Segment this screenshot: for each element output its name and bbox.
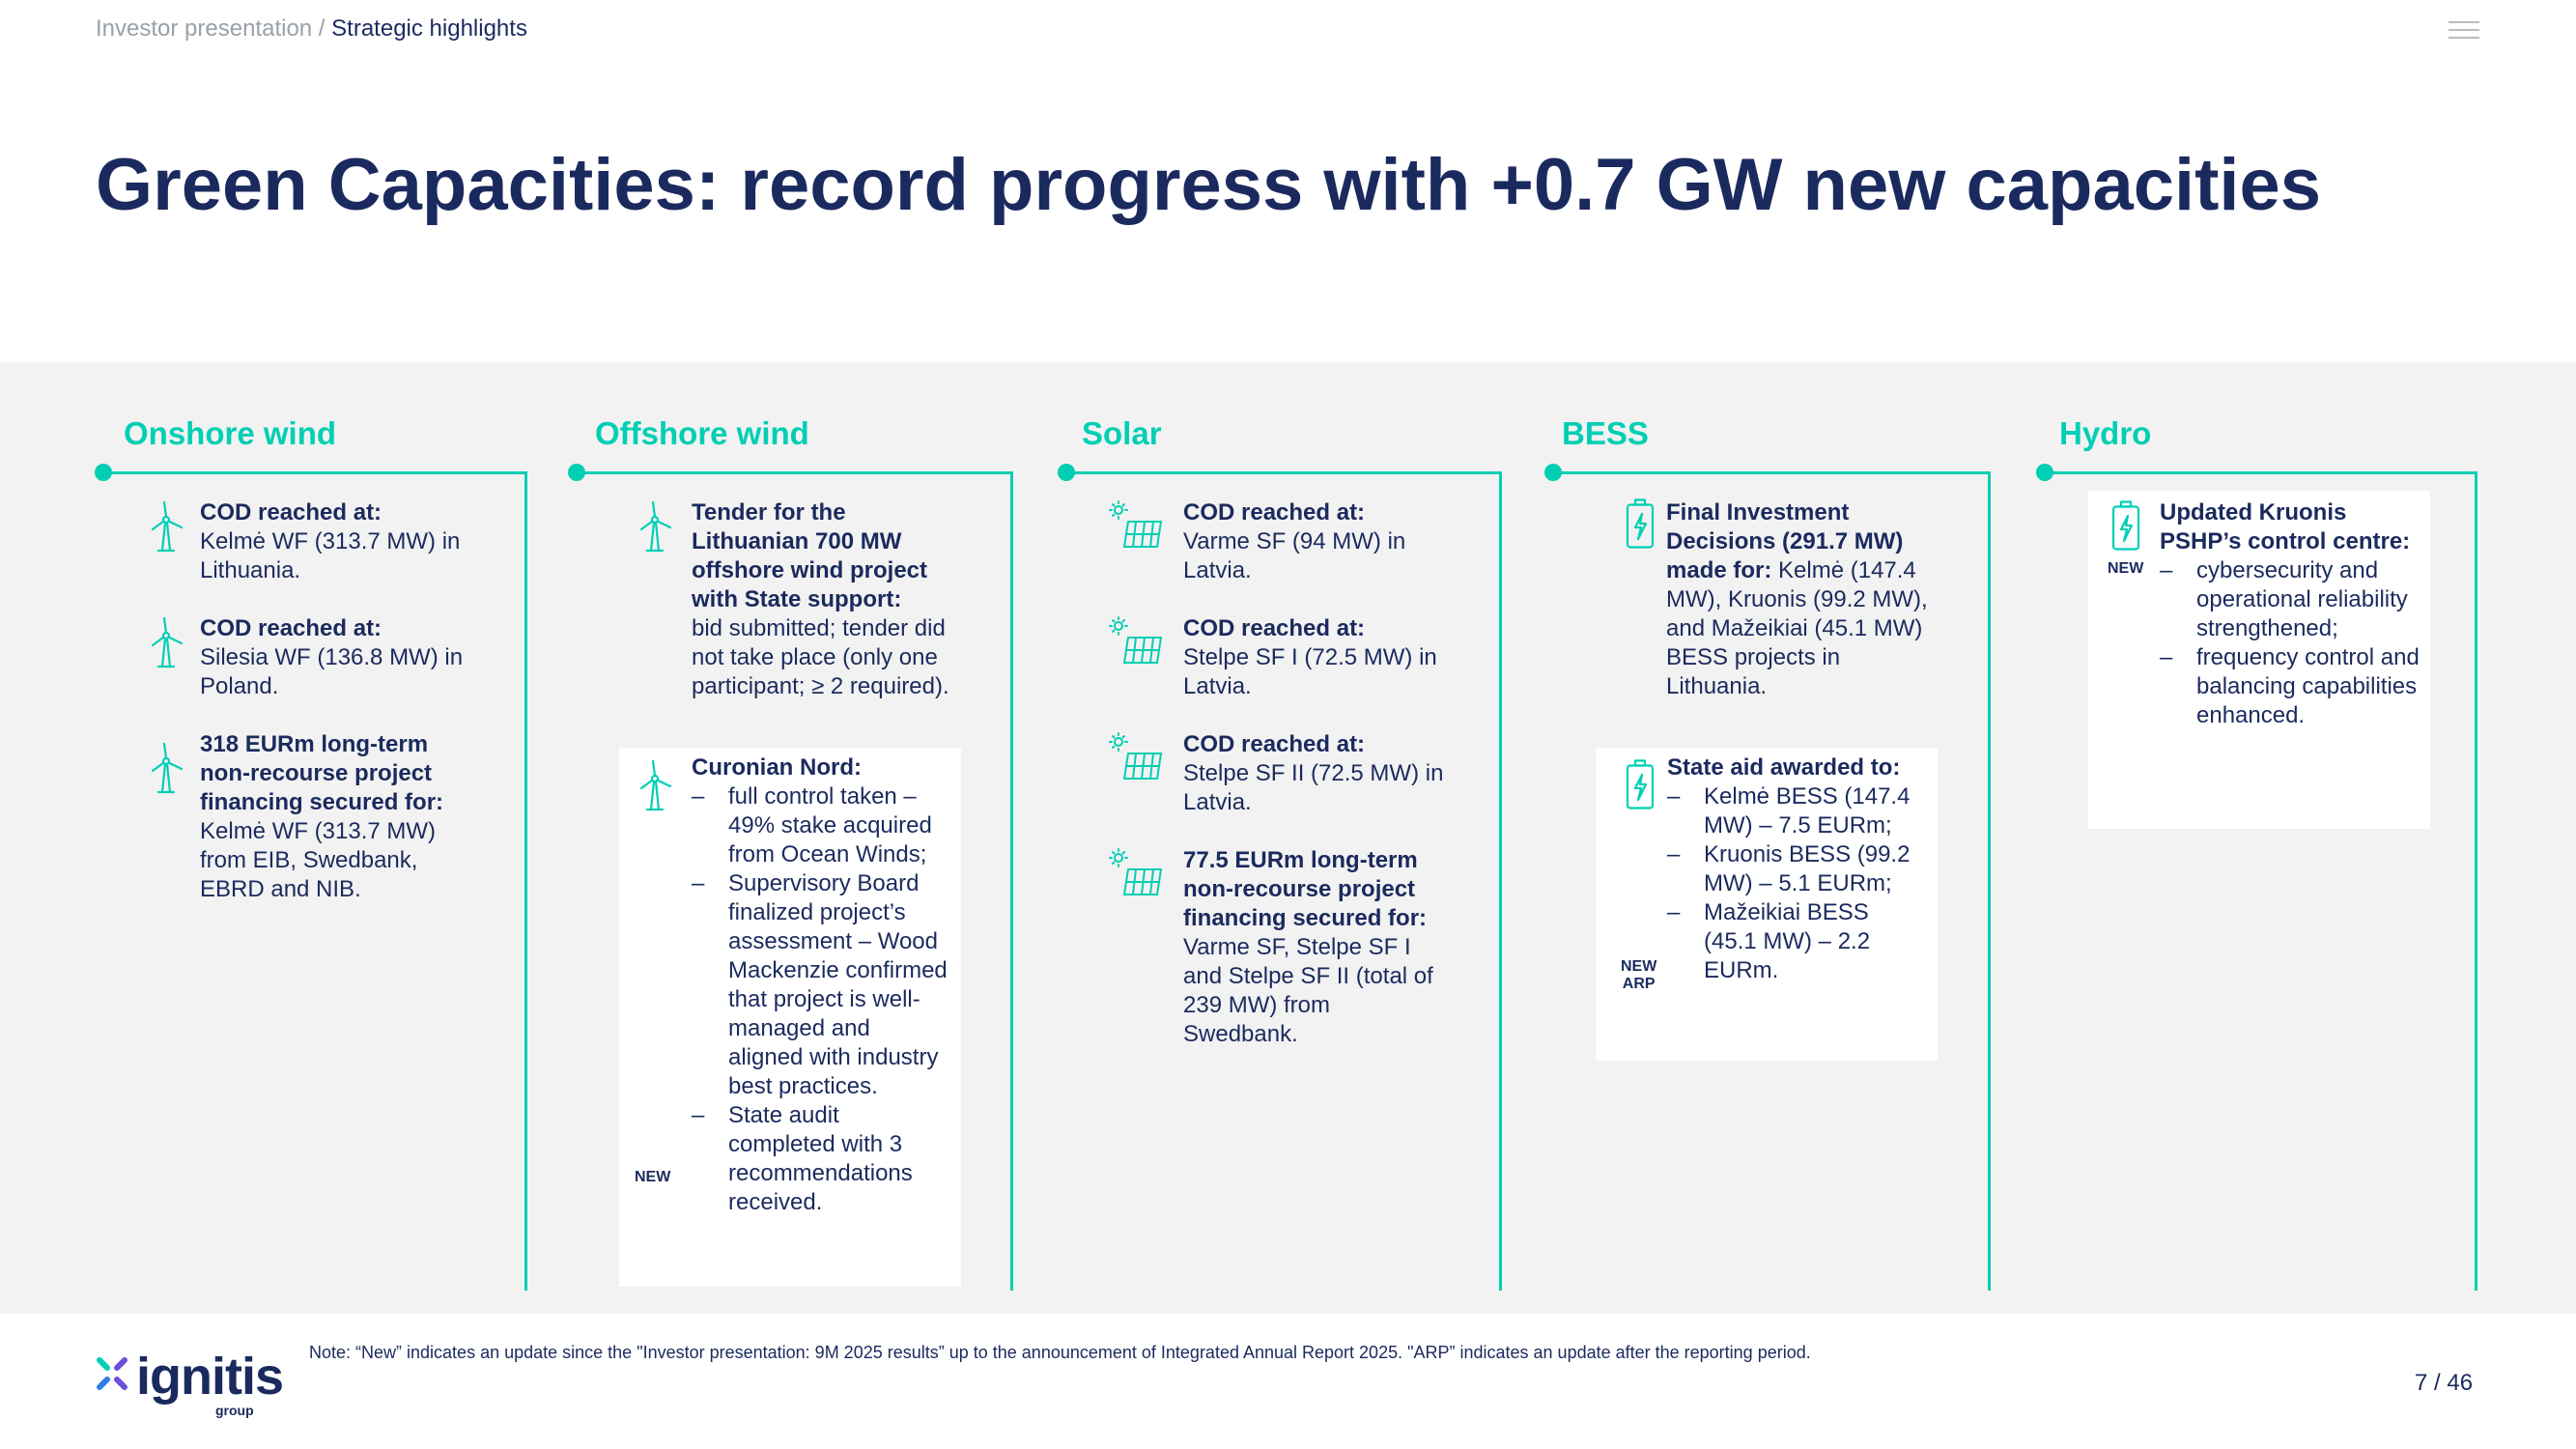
entry-text: bid submitted; tender did not take place… bbox=[692, 615, 949, 699]
entry-offshore-2: Curonian Nord: full control taken – 49% … bbox=[692, 753, 948, 1217]
arp-badge: ARP bbox=[1622, 976, 1656, 992]
timeline-line-onshore bbox=[103, 471, 526, 474]
entry-label: COD reached at: bbox=[1183, 499, 1366, 526]
page-title: Green Capacities: record progress with +… bbox=[96, 144, 2322, 226]
battery-icon bbox=[1626, 498, 1655, 549]
battery-icon bbox=[2111, 500, 2140, 551]
timeline-divider-hydro bbox=[2475, 471, 2477, 1291]
entry-text: Varme SF, Stelpe SF I and Stelpe SF II (… bbox=[1183, 934, 1433, 1047]
entry-text: Kelmė WF (313.7 MW) in Lithuania. bbox=[200, 528, 461, 583]
entry-label: COD reached at: bbox=[1183, 615, 1366, 641]
breadcrumb: Investor presentation / Strategic highli… bbox=[96, 15, 527, 43]
entry-solar-3: COD reached at: Stelpe SF II (72.5 MW) i… bbox=[1183, 730, 1444, 817]
timeline-line-bess bbox=[1553, 471, 1990, 474]
list-item: full control taken – 49% stake acquired … bbox=[692, 782, 948, 869]
list-item: Kruonis BESS (99.2 MW) – 5.1 EURm; bbox=[1667, 840, 1928, 898]
list-item: cybersecurity and operational reliabilit… bbox=[2160, 556, 2420, 643]
solar-panel-icon bbox=[1109, 500, 1163, 553]
ignitis-logo-icon bbox=[97, 1357, 127, 1390]
breadcrumb-parent[interactable]: Investor presentation bbox=[96, 15, 313, 42]
entry-solar-1: COD reached at: Varme SF (94 MW) in Latv… bbox=[1183, 498, 1444, 585]
new-arp-badge: NEW ARP bbox=[1621, 958, 1656, 993]
entry-label: COD reached at: bbox=[1183, 731, 1366, 757]
battery-icon bbox=[1626, 759, 1655, 810]
state-aid-card: State aid awarded to: Kelmė BESS (147.4 … bbox=[1596, 748, 1938, 1061]
timeline-dot-solar bbox=[1058, 464, 1075, 481]
timeline-dot-offshore bbox=[568, 464, 585, 481]
entry-label: 77.5 EURm long-term non-recourse project… bbox=[1183, 847, 1428, 931]
list-item: State audit completed with 3 recommendat… bbox=[692, 1101, 948, 1217]
timeline-divider-onshore bbox=[524, 471, 527, 1291]
wind-turbine-icon bbox=[145, 500, 187, 553]
curonian-nord-card: Curonian Nord: full control taken – 49% … bbox=[619, 748, 961, 1287]
entry-label: Tender for the Lithuanian 700 MW offshor… bbox=[692, 499, 928, 612]
entry-bess-2: State aid awarded to: Kelmė BESS (147.4 … bbox=[1667, 753, 1928, 985]
new-badge: NEW bbox=[635, 1169, 671, 1185]
entry-label: Curonian Nord: bbox=[692, 754, 862, 781]
timeline-dot-hydro bbox=[2036, 464, 2053, 481]
kruonis-list: cybersecurity and operational reliabilit… bbox=[2160, 556, 2420, 730]
wind-turbine-icon bbox=[634, 759, 676, 811]
timeline-line-offshore bbox=[577, 471, 1012, 474]
entry-label: Updated Kruonis PSHP’s control centre: bbox=[2160, 499, 2411, 554]
wind-turbine-icon bbox=[145, 616, 187, 668]
entry-solar-4: 77.5 EURm long-term non-recourse project… bbox=[1183, 846, 1449, 1049]
entry-onshore-2: COD reached at: Silesia WF (136.8 MW) in… bbox=[200, 614, 470, 701]
wind-turbine-icon bbox=[634, 500, 676, 553]
entry-label: 318 EURm long-term non-recourse project … bbox=[200, 731, 444, 815]
page-number: 7 / 46 bbox=[2415, 1370, 2474, 1396]
entry-label: COD reached at: bbox=[200, 615, 382, 641]
new-badge: NEW bbox=[2108, 560, 2144, 577]
logo-wordmark: ignitis bbox=[136, 1348, 284, 1406]
breadcrumb-separator: / bbox=[312, 15, 332, 42]
entry-solar-2: COD reached at: Stelpe SF I (72.5 MW) in… bbox=[1183, 614, 1444, 701]
timeline-divider-bess bbox=[1988, 471, 1991, 1291]
entry-bess-1: Final Investment Decisions (291.7 MW) ma… bbox=[1666, 498, 1946, 701]
column-title-solar: Solar bbox=[1082, 415, 1162, 451]
entry-label: Final Investment Decisions (291.7 MW) ma… bbox=[1666, 499, 1904, 583]
timeline-line-hydro bbox=[2045, 471, 2477, 474]
kruonis-card: Updated Kruonis PSHP’s control centre: c… bbox=[2088, 491, 2430, 829]
column-title-offshore: Offshore wind bbox=[595, 415, 809, 451]
entry-offshore-1: Tender for the Lithuanian 700 MW offshor… bbox=[692, 498, 952, 701]
list-item: Kelmė BESS (147.4 MW) – 7.5 EURm; bbox=[1667, 782, 1928, 840]
entry-text: Silesia WF (136.8 MW) in Poland. bbox=[200, 644, 464, 699]
list-item: frequency control and balancing capabili… bbox=[2160, 643, 2420, 730]
entry-onshore-1: COD reached at: Kelmė WF (313.7 MW) in L… bbox=[200, 498, 470, 585]
timeline-divider-solar bbox=[1499, 471, 1502, 1291]
entry-onshore-3: 318 EURm long-term non-recourse project … bbox=[200, 730, 470, 904]
wind-turbine-icon bbox=[145, 742, 187, 794]
footnote: Note: “New” indicates an update since th… bbox=[309, 1343, 1811, 1362]
timeline-dot-onshore bbox=[95, 464, 112, 481]
entry-text: Stelpe SF II (72.5 MW) in Latvia. bbox=[1183, 760, 1444, 815]
entry-hydro-1: Updated Kruonis PSHP’s control centre: c… bbox=[2160, 498, 2420, 730]
entry-text: Varme SF (94 MW) in Latvia. bbox=[1183, 528, 1406, 583]
list-item: Supervisory Board finalized project’s as… bbox=[692, 869, 948, 1101]
timeline-dot-bess bbox=[1544, 464, 1562, 481]
timeline-line-solar bbox=[1066, 471, 1501, 474]
entry-text: Stelpe SF I (72.5 MW) in Latvia. bbox=[1183, 644, 1437, 699]
column-title-bess: BESS bbox=[1562, 415, 1649, 451]
list-item: Mažeikiai BESS (45.1 MW) – 2.2 EURm. bbox=[1667, 898, 1928, 985]
column-title-onshore: Onshore wind bbox=[124, 415, 337, 451]
timeline-divider-offshore bbox=[1010, 471, 1013, 1291]
solar-panel-icon bbox=[1109, 848, 1163, 900]
curonian-nord-list: full control taken – 49% stake acquired … bbox=[692, 782, 948, 1217]
solar-panel-icon bbox=[1109, 732, 1163, 784]
state-aid-list: Kelmė BESS (147.4 MW) – 7.5 EURm; Kruoni… bbox=[1667, 782, 1928, 985]
solar-panel-icon bbox=[1109, 616, 1163, 668]
entry-label: COD reached at: bbox=[200, 499, 382, 526]
menu-icon[interactable] bbox=[2449, 21, 2479, 43]
new-badge: NEW bbox=[1621, 958, 1657, 975]
entry-text: Kelmė WF (313.7 MW) from EIB, Swedbank, … bbox=[200, 818, 437, 902]
column-title-hydro: Hydro bbox=[2059, 415, 2152, 451]
entry-text: Kelmė (147.4 MW), Kruonis (99.2 MW), and… bbox=[1666, 557, 1928, 699]
breadcrumb-current: Strategic highlights bbox=[331, 15, 527, 42]
entry-label: State aid awarded to: bbox=[1667, 754, 1901, 781]
logo-subtitle: group bbox=[215, 1403, 254, 1418]
